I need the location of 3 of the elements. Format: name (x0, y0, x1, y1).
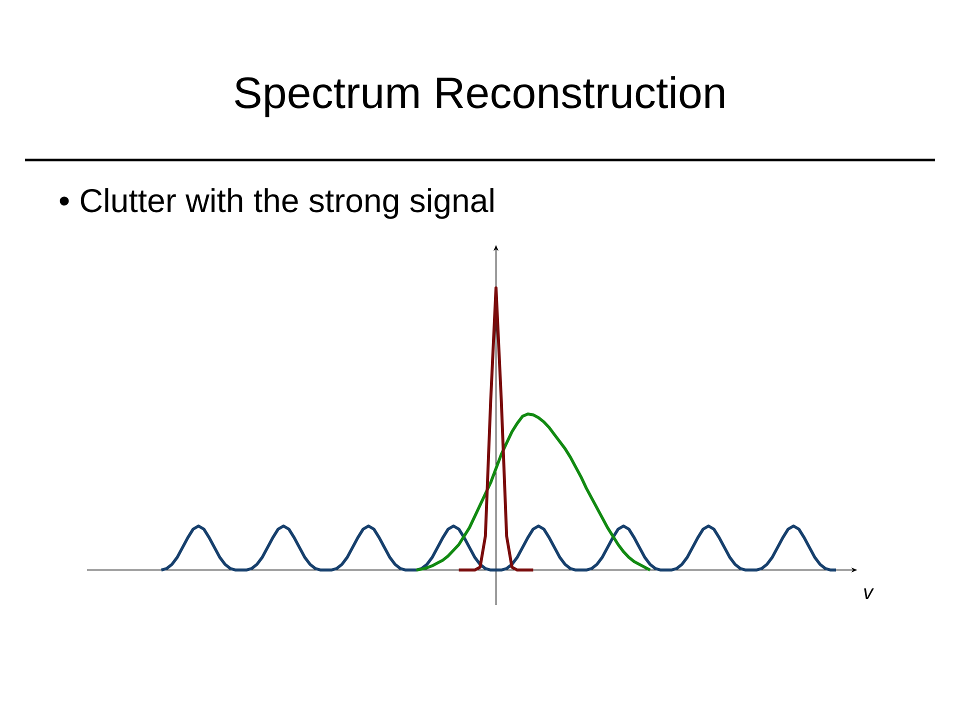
chart-title: Spectrum Reconstruction (235, 76, 724, 118)
x-axis-title: v (864, 588, 874, 599)
chart-subtitle: • Clutter with the strong signal (60, 188, 494, 219)
